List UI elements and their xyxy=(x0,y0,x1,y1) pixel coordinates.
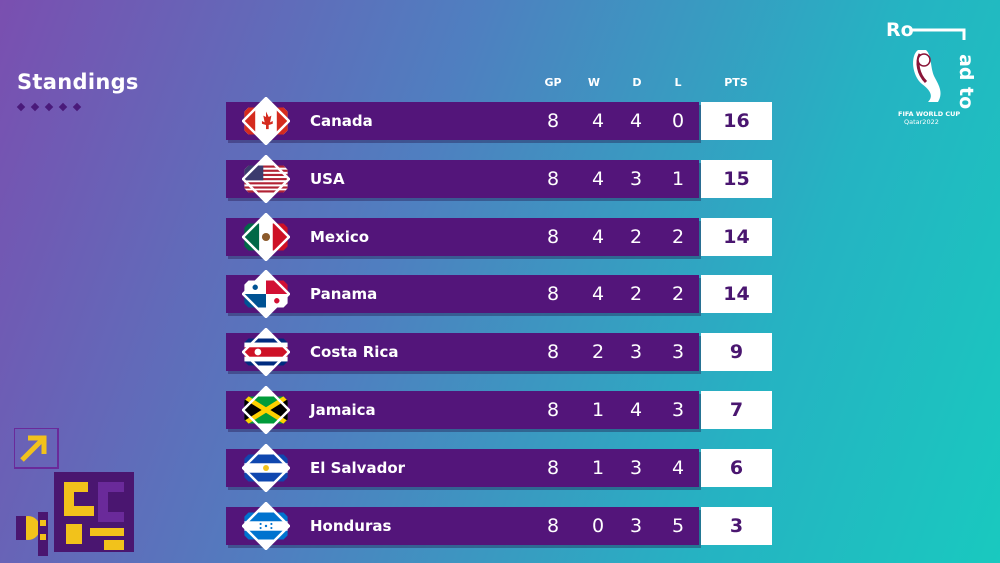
points-cell: 14 xyxy=(701,275,772,314)
table-row: Jamaica 8 1 4 3 7 xyxy=(226,386,772,434)
stat-w: 4 xyxy=(591,225,605,248)
team-name: El Salvador xyxy=(310,458,406,477)
stat-d: 3 xyxy=(629,514,643,537)
row-bar xyxy=(226,217,699,256)
column-header-pts: PTS xyxy=(724,76,748,89)
table-row: USA 8 4 3 1 15 xyxy=(226,154,772,203)
stat-l: 5 xyxy=(671,514,685,537)
stat-l: 2 xyxy=(671,225,685,248)
logo-brand-text: FIFA WORLD CUP xyxy=(898,110,960,118)
stat-w: 1 xyxy=(591,399,605,421)
team-name: Costa Rica xyxy=(310,343,399,362)
row-bar xyxy=(226,102,699,140)
decorative-pattern xyxy=(13,427,144,558)
stat-d: 2 xyxy=(629,225,643,248)
usa-flag-icon xyxy=(242,154,290,203)
stat-gp: 8 xyxy=(546,283,560,306)
table-row: Honduras 8 0 3 5 3 xyxy=(226,501,772,550)
stat-d: 2 xyxy=(629,283,643,306)
stat-w: 0 xyxy=(591,514,605,537)
table-row: Panama 8 4 2 2 14 xyxy=(226,270,772,319)
stat-l: 0 xyxy=(671,110,685,132)
stat-w: 2 xyxy=(591,341,605,364)
points-cell: 9 xyxy=(701,333,772,372)
stat-d: 3 xyxy=(629,167,643,190)
mexico-flag-icon xyxy=(242,212,290,261)
stat-l: 3 xyxy=(671,399,685,421)
stat-d: 4 xyxy=(629,110,643,132)
stat-gp: 8 xyxy=(546,514,560,537)
stat-l: 1 xyxy=(671,167,685,190)
row-bar xyxy=(226,506,699,545)
stat-gp: 8 xyxy=(546,225,560,248)
stat-gp: 8 xyxy=(546,110,560,132)
column-header-gp: GP xyxy=(544,76,562,89)
logo-text-ro: Ro xyxy=(886,19,914,41)
stat-gp: 8 xyxy=(546,341,560,364)
column-header-d: D xyxy=(632,76,642,89)
team-name: Panama xyxy=(310,285,378,304)
team-name: Mexico xyxy=(310,227,370,246)
stat-w: 4 xyxy=(591,167,605,190)
stat-l: 3 xyxy=(671,341,685,364)
table-row: Mexico 8 4 2 2 14 xyxy=(226,212,772,261)
row-bar xyxy=(226,391,699,429)
table-row: Costa Rica 8 2 3 3 9 xyxy=(226,328,772,377)
stat-l: 2 xyxy=(671,283,685,306)
logo-text-adto: ad to xyxy=(955,54,977,109)
points-cell: 16 xyxy=(701,102,772,140)
stat-gp: 8 xyxy=(546,456,560,479)
world-cup-logo: Ro ad to FIFA WORLD CUP Qatar2022 xyxy=(884,18,980,128)
honduras-flag-icon xyxy=(242,501,290,550)
row-bar xyxy=(226,275,699,314)
jamaica-flag-icon xyxy=(242,386,290,434)
points-cell: 7 xyxy=(701,391,772,429)
stat-w: 4 xyxy=(591,283,605,306)
stat-w: 1 xyxy=(591,456,605,479)
stat-d: 4 xyxy=(629,399,643,421)
team-name: Jamaica xyxy=(310,401,376,419)
table-row: Canada 8 4 4 0 16 xyxy=(226,97,772,145)
panama-flag-icon xyxy=(242,270,290,319)
stat-gp: 8 xyxy=(546,167,560,190)
el-salvador-flag-icon xyxy=(242,443,290,492)
points-cell: 15 xyxy=(701,159,772,198)
stat-gp: 8 xyxy=(546,399,560,421)
row-bar xyxy=(226,333,699,372)
row-bar xyxy=(226,448,699,487)
stat-d: 3 xyxy=(629,341,643,364)
column-header-w: W xyxy=(587,76,601,89)
column-header-l: L xyxy=(674,76,682,89)
team-name: Canada xyxy=(310,112,373,130)
stat-d: 3 xyxy=(629,456,643,479)
team-name: Honduras xyxy=(310,516,392,535)
decorative-dots xyxy=(16,102,82,112)
points-cell: 6 xyxy=(701,448,772,487)
points-cell: 14 xyxy=(701,217,772,256)
costa-rica-flag-icon xyxy=(242,328,290,377)
stat-l: 4 xyxy=(671,456,685,479)
team-name: USA xyxy=(310,169,345,188)
page-title: Standings xyxy=(17,70,139,94)
table-row: El Salvador 8 1 3 4 6 xyxy=(226,443,772,492)
row-bar xyxy=(226,159,699,198)
points-cell: 3 xyxy=(701,506,772,545)
canada-flag-icon xyxy=(242,97,290,145)
stat-w: 4 xyxy=(591,110,605,132)
logo-host-text: Qatar2022 xyxy=(904,118,939,126)
